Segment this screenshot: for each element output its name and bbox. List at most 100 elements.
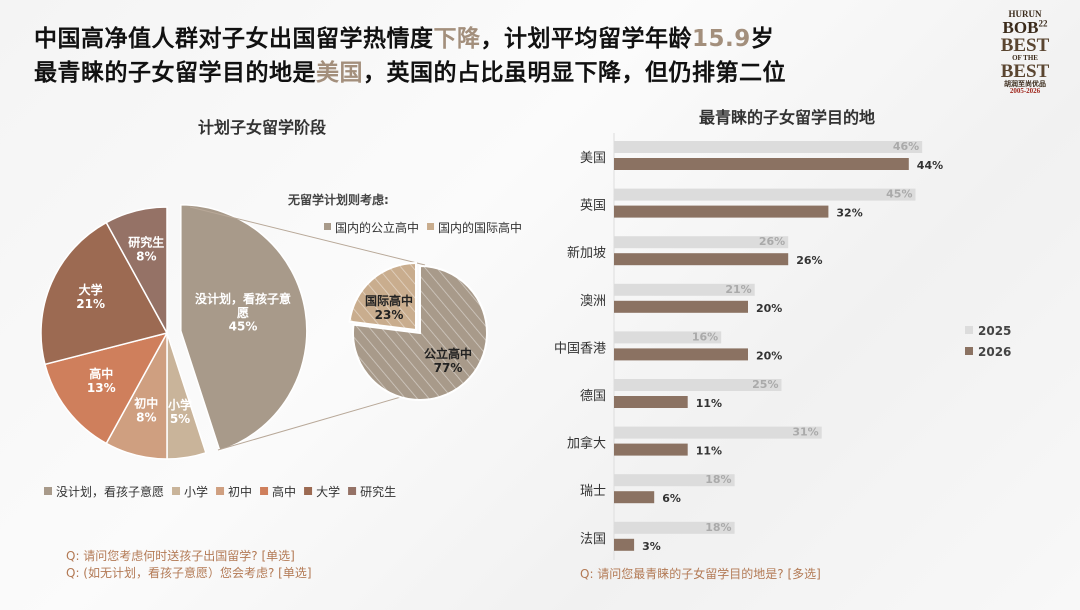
headline-segment: 岁 [750, 26, 775, 52]
question-2: Q: (如无计划，看孩子意愿）您会考虑? [单选] [66, 566, 312, 580]
legend-label: 研究生 [360, 484, 396, 499]
bar-2025 [614, 474, 735, 487]
bar-label-2025: 25% [752, 378, 778, 391]
pie-slice [40, 221, 169, 366]
bar-label-2026: 3% [642, 540, 661, 553]
headline-segment: 15.9 [692, 26, 751, 52]
bar-category-label: 中国香港 [554, 341, 606, 356]
bar-2026 [614, 205, 829, 218]
headline-line-1: 中国高净值人群对子女出国留学热情度下降，计划平均留学年龄15.9岁 [34, 22, 786, 56]
bar-label-2026: 44% [917, 159, 943, 172]
bar-label-2026: 20% [756, 302, 782, 315]
question-note-right: Q: 请问您最青睐的子女留学目的地是? [多选] [580, 567, 821, 581]
legend-label: 2026 [978, 345, 1011, 359]
page-title: 中国高净值人群对子女出国留学热情度下降，计划平均留学年龄15.9岁 最青睐的子女… [34, 22, 786, 90]
connector-line [189, 206, 426, 266]
headline-segment: 最青睐的子女留学目的地是 [34, 60, 316, 86]
bar-label-2025: 31% [792, 426, 818, 439]
bar-label-2025: 46% [893, 140, 919, 153]
pie-title: 计划子女留学阶段 [198, 118, 327, 137]
question-1: Q: 请问您考虑何时送孩子出国留学? [单选] [66, 549, 295, 563]
legend-swatch [44, 487, 52, 495]
legend-swatch [965, 347, 973, 355]
bar-2026 [614, 396, 688, 408]
pie-data-label: 没计划，看孩子意愿 45% [195, 291, 291, 334]
connector-line [217, 389, 426, 451]
legend-swatch [172, 487, 181, 495]
bar-category-label: 德国 [580, 389, 606, 404]
bar-2025 [614, 236, 789, 249]
subpie-data-label: 公立高中 77% [424, 346, 472, 375]
bar-2026 [614, 443, 688, 456]
bar-2025 [614, 379, 782, 391]
bar-label-2025: 18% [705, 521, 731, 534]
bar-2026 [614, 253, 789, 266]
subpie-data-label: 国际高中 23% [365, 293, 413, 322]
bar-label-2025: 21% [725, 283, 751, 296]
pie-data-label: 大学 21% [76, 282, 105, 311]
legend-label: 大学 [316, 484, 340, 499]
bar-label-2026: 32% [836, 207, 862, 220]
bar-label-2025: 18% [705, 473, 731, 486]
pie-data-label: 初中 8% [134, 396, 158, 425]
headline-segment: ，英国的占比虽明显下降，但仍排第二位 [363, 60, 786, 86]
bar-category-label: 新加坡 [567, 245, 606, 261]
headline-segment: ，计划平均留学年龄 [480, 26, 692, 52]
bar-category-label: 加拿大 [567, 436, 606, 452]
bar-2025 [614, 283, 755, 296]
headline-segment: 中国高净值人群对子女出国留学热情度 [34, 26, 434, 52]
legend-swatch [965, 326, 973, 334]
legend-swatch [216, 487, 225, 495]
legend-swatch [260, 487, 269, 495]
legend-label: 小学 [184, 484, 208, 499]
bar-label-2026: 11% [696, 445, 722, 458]
bar-category-label: 英国 [580, 199, 606, 214]
headline-segment: 下降 [433, 26, 481, 52]
bar-2026 [614, 348, 748, 361]
bar-category-label: 瑞士 [580, 484, 606, 499]
pie-data-label: 研究生 8% [128, 234, 164, 263]
bar-label-2025: 16% [692, 330, 718, 343]
bar-2026 [614, 538, 635, 551]
pie-slice [44, 331, 169, 445]
headline-line-2: 最青睐的子女留学目的地是美国，英国的占比虽明显下降，但仍排第二位 [34, 56, 786, 90]
bar-label-2025: 26% [759, 235, 785, 248]
bar-2025 [614, 141, 923, 153]
subpie-hatch [353, 266, 487, 401]
headline-segment: 美国 [316, 60, 363, 86]
bar-category-label: 法国 [580, 532, 606, 547]
pie-data-label: 小学 5% [168, 397, 192, 426]
pie-slice [105, 206, 168, 334]
bar-category-label: 美国 [580, 151, 606, 166]
pie-slice [180, 204, 308, 452]
bar-label-2026: 6% [662, 492, 681, 505]
legend-swatch [304, 487, 313, 495]
hurun-bob-logo: HURUN BOB22 BEST OF THE BEST 胡润至尚优品 2005-202… [1000, 9, 1050, 95]
legend-swatch [427, 223, 435, 230]
legend-label: 2025 [978, 324, 1011, 338]
subpie-title: 无留学计划则考虑: [287, 192, 389, 207]
legend-swatch [348, 487, 357, 495]
bar-label-2026: 20% [756, 349, 782, 362]
bar-label-2026: 11% [696, 397, 722, 410]
bar-2025 [614, 521, 735, 534]
pie-data-label: 高中 13% [87, 366, 116, 395]
bar-2025 [614, 426, 822, 439]
bar-label-2026: 26% [796, 254, 822, 267]
bar-2026 [614, 491, 655, 504]
bar-title: 最青睐的子女留学目的地 [699, 108, 875, 127]
legend-label: 初中 [228, 484, 252, 499]
legend-label: 国内的国际高中 [438, 220, 522, 235]
bar-2025 [614, 331, 722, 344]
bar-category-label: 澳洲 [580, 293, 606, 309]
question-notes-left: Q: 请问您考虑何时送孩子出国留学? [单选] Q: (如无计划，看孩子意愿）您… [66, 548, 312, 582]
subpie-hatch [349, 263, 416, 330]
bar-2026 [614, 158, 909, 170]
bar-2026 [614, 300, 748, 313]
legend-label: 高中 [272, 484, 296, 499]
legend-label: 没计划，看孩子意愿 [56, 484, 164, 499]
bar-2025 [614, 188, 916, 201]
legend-label: 国内的公立高中 [335, 220, 419, 235]
bar-label-2025: 45% [886, 188, 912, 201]
